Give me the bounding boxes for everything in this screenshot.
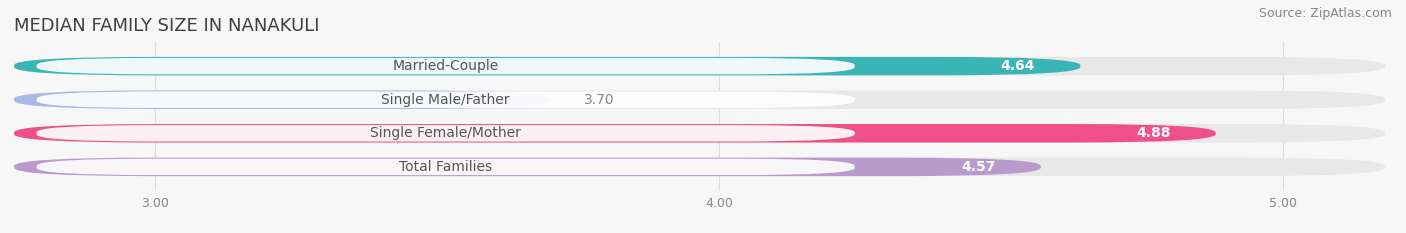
Text: Single Female/Mother: Single Female/Mother — [370, 126, 522, 140]
FancyBboxPatch shape — [14, 90, 550, 109]
FancyBboxPatch shape — [14, 57, 1385, 75]
Text: 4.64: 4.64 — [1001, 59, 1035, 73]
Text: Total Families: Total Families — [399, 160, 492, 174]
Text: 4.88: 4.88 — [1136, 126, 1171, 140]
FancyBboxPatch shape — [37, 159, 855, 175]
Text: Married-Couple: Married-Couple — [392, 59, 499, 73]
Text: MEDIAN FAMILY SIZE IN NANAKULI: MEDIAN FAMILY SIZE IN NANAKULI — [14, 17, 319, 35]
FancyBboxPatch shape — [14, 124, 1385, 143]
FancyBboxPatch shape — [14, 57, 1080, 75]
Text: Single Male/Father: Single Male/Father — [381, 93, 510, 107]
FancyBboxPatch shape — [37, 58, 855, 74]
FancyBboxPatch shape — [14, 90, 1385, 109]
FancyBboxPatch shape — [37, 92, 855, 108]
Text: Source: ZipAtlas.com: Source: ZipAtlas.com — [1258, 7, 1392, 20]
Text: 4.57: 4.57 — [962, 160, 995, 174]
FancyBboxPatch shape — [37, 125, 855, 141]
Text: 3.70: 3.70 — [583, 93, 614, 107]
FancyBboxPatch shape — [14, 124, 1216, 143]
FancyBboxPatch shape — [14, 158, 1385, 176]
FancyBboxPatch shape — [14, 158, 1040, 176]
